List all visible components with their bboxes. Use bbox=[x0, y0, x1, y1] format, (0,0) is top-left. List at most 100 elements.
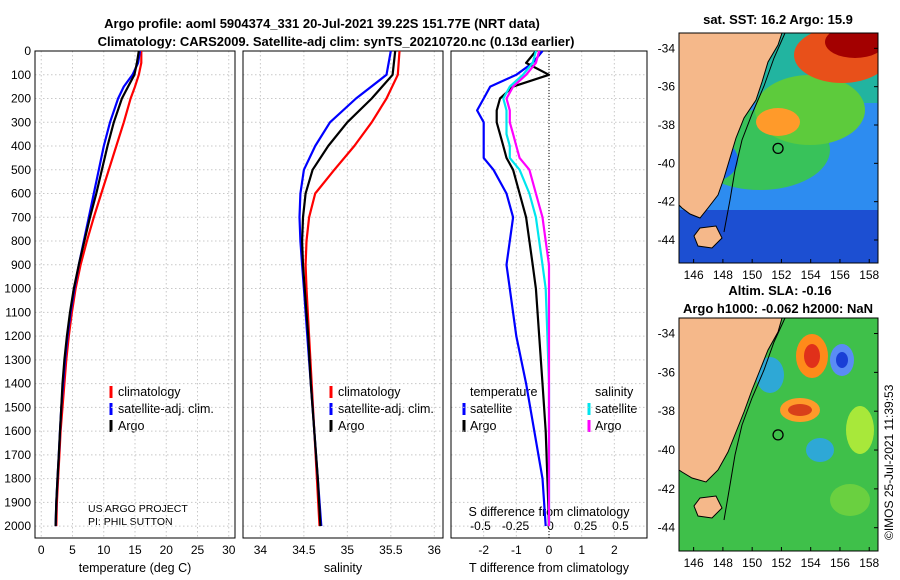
sst-map-title: sat. SST: 16.2 Argo: 15.9 bbox=[703, 12, 853, 27]
sla-green-1 bbox=[830, 484, 870, 516]
map-x-tick-label: 148 bbox=[713, 268, 733, 282]
y-tick-label: 2000 bbox=[4, 519, 31, 533]
legend-argo-label: Argo bbox=[118, 419, 144, 433]
sla-high-2-core bbox=[788, 404, 812, 416]
x-tick-label: 0 bbox=[38, 543, 45, 557]
series-salinity-argo bbox=[505, 50, 551, 527]
map-x-tick-label: 146 bbox=[684, 268, 704, 282]
figure-title-line2: Climatology: CARS2009. Satellite-adj cli… bbox=[98, 34, 575, 49]
map-x-tick-label: 156 bbox=[830, 268, 850, 282]
sla-low-1-core bbox=[836, 352, 848, 368]
y-tick-label: 1600 bbox=[4, 424, 31, 438]
series-satellite-adj-clim- bbox=[298, 50, 392, 527]
imos-watermark: ©IMOS 25-Jul-2021 11:39:53 bbox=[882, 384, 896, 540]
legend-salinity: climatology satellite-adj. clim. Argo bbox=[329, 385, 434, 433]
sla-low-2 bbox=[756, 357, 784, 393]
y-tick-label: 1900 bbox=[4, 495, 31, 509]
sla-argo-location bbox=[772, 429, 784, 441]
y-tick-label: 1700 bbox=[4, 448, 31, 462]
sst-contour bbox=[723, 33, 786, 233]
map-y-tick-label: -38 bbox=[658, 404, 676, 418]
sst-land-australia bbox=[679, 33, 783, 219]
legend-diff-sal-satellite-label: satellite bbox=[595, 402, 637, 416]
y-tick-label: 0 bbox=[24, 44, 31, 58]
legend-temperature: climatology satellite-adj. clim. Argo bbox=[109, 385, 214, 433]
x-tick-label-top: -0.5 bbox=[470, 519, 491, 533]
map-x-tick-label: 158 bbox=[859, 268, 879, 282]
y-tick-label: 1200 bbox=[4, 329, 31, 343]
y-tick-label: 500 bbox=[11, 163, 31, 177]
sla-yellow-1 bbox=[846, 406, 874, 454]
map-x-tick-label: 152 bbox=[771, 268, 791, 282]
y-tick-label: 600 bbox=[11, 187, 31, 201]
legend-sal-argo-label: Argo bbox=[338, 419, 364, 433]
x-tick-label: -1 bbox=[511, 543, 522, 557]
legend-diff-sal-argo-label: Argo bbox=[595, 419, 621, 433]
x-tick-label: 36 bbox=[428, 543, 442, 557]
sla-map-frame bbox=[678, 317, 879, 552]
sst-map bbox=[679, 33, 878, 263]
sla-low-3 bbox=[806, 438, 834, 462]
map-x-tick-label: 158 bbox=[859, 556, 879, 570]
map-x-tick-label: 146 bbox=[684, 556, 704, 570]
x-axis-label: salinity bbox=[324, 561, 363, 575]
y-tick-label: 1500 bbox=[4, 400, 31, 414]
y-tick-label: 200 bbox=[11, 92, 31, 106]
map-y-tick-label: -42 bbox=[658, 482, 676, 496]
map-y-tick-label: -34 bbox=[658, 41, 676, 55]
map-x-tick-label: 150 bbox=[742, 268, 762, 282]
legend-sal-satellite-label: satellite-adj. clim. bbox=[338, 402, 434, 416]
y-tick-label: 300 bbox=[11, 115, 31, 129]
map-x-tick-label: 152 bbox=[771, 556, 791, 570]
x-tick-label-top: 0.25 bbox=[574, 519, 598, 533]
panel-temperature: 0 5 10 15 20 25 300100200300400500600700800900… bbox=[4, 44, 235, 575]
sst-land-tasmania bbox=[693, 225, 723, 249]
y-tick-label: 1300 bbox=[4, 353, 31, 367]
sst-hot-area bbox=[825, 33, 878, 58]
figure-title-line1: Argo profile: aoml 5904374_331 20-Jul-20… bbox=[104, 16, 540, 31]
map-y-tick-label: -44 bbox=[658, 233, 676, 247]
x-tick-label: 5 bbox=[69, 543, 76, 557]
map-y-tick-label: -40 bbox=[658, 156, 676, 170]
x-tick-label: 35.5 bbox=[379, 543, 403, 557]
map-y-tick-label: -36 bbox=[658, 365, 676, 379]
x-tick-label-top: 0 bbox=[547, 519, 554, 533]
series-argo bbox=[54, 50, 140, 527]
sst-map-ticks: 146 148 150 152 154 156 158 -34 -36 -38 -40 -42 -44 bbox=[658, 41, 880, 282]
map-y-tick-label: -40 bbox=[658, 443, 676, 457]
sla-contour bbox=[723, 318, 786, 521]
map-x-tick-label: 154 bbox=[801, 268, 821, 282]
sla-high-1-core bbox=[804, 344, 820, 368]
legend-sal-climatology-label: climatology bbox=[338, 385, 401, 399]
sla-map bbox=[679, 318, 878, 551]
panel-salinity: 34 34.5 35 35.5 36 salinity bbox=[242, 50, 444, 575]
sst-warm-eddy bbox=[756, 108, 800, 136]
y-tick-label: 800 bbox=[11, 234, 31, 248]
x-tick-label: 15 bbox=[128, 543, 142, 557]
series-argo bbox=[301, 50, 397, 527]
y-tick-label: 1000 bbox=[4, 282, 31, 296]
x-axis-label: temperature (deg C) bbox=[79, 561, 192, 575]
legend-difference: temperature satellite Argo salinity sate… bbox=[462, 385, 637, 433]
x-tick-label: 10 bbox=[97, 543, 111, 557]
legend-diff-temp-argo-label: Argo bbox=[470, 419, 496, 433]
y-tick-label: 400 bbox=[11, 139, 31, 153]
sla-map-ticks: 146 148 150 152 154 156 158 -34 -36 -38 -40 -42 -44 bbox=[658, 327, 880, 570]
map-x-tick-label: 156 bbox=[830, 556, 850, 570]
x-tick-label: 34.5 bbox=[292, 543, 316, 557]
series-temperature-satellite bbox=[476, 50, 547, 527]
legend-satellite-label: satellite-adj. clim. bbox=[118, 402, 214, 416]
y-tick-label: 1400 bbox=[4, 377, 31, 391]
x-tick-label: 35 bbox=[341, 543, 355, 557]
x-tick-label: 1 bbox=[578, 543, 585, 557]
x-tick-label: 0 bbox=[546, 543, 553, 557]
map-y-tick-label: -34 bbox=[658, 327, 676, 341]
x-tick-label: 2 bbox=[611, 543, 618, 557]
x-tick-label-top: 0.5 bbox=[612, 519, 629, 533]
y-tick-label: 1100 bbox=[5, 305, 31, 319]
legend-climatology-label: climatology bbox=[118, 385, 181, 399]
map-x-tick-label: 154 bbox=[801, 556, 821, 570]
map-y-tick-label: -38 bbox=[658, 118, 676, 132]
map-y-tick-label: -44 bbox=[658, 521, 676, 535]
